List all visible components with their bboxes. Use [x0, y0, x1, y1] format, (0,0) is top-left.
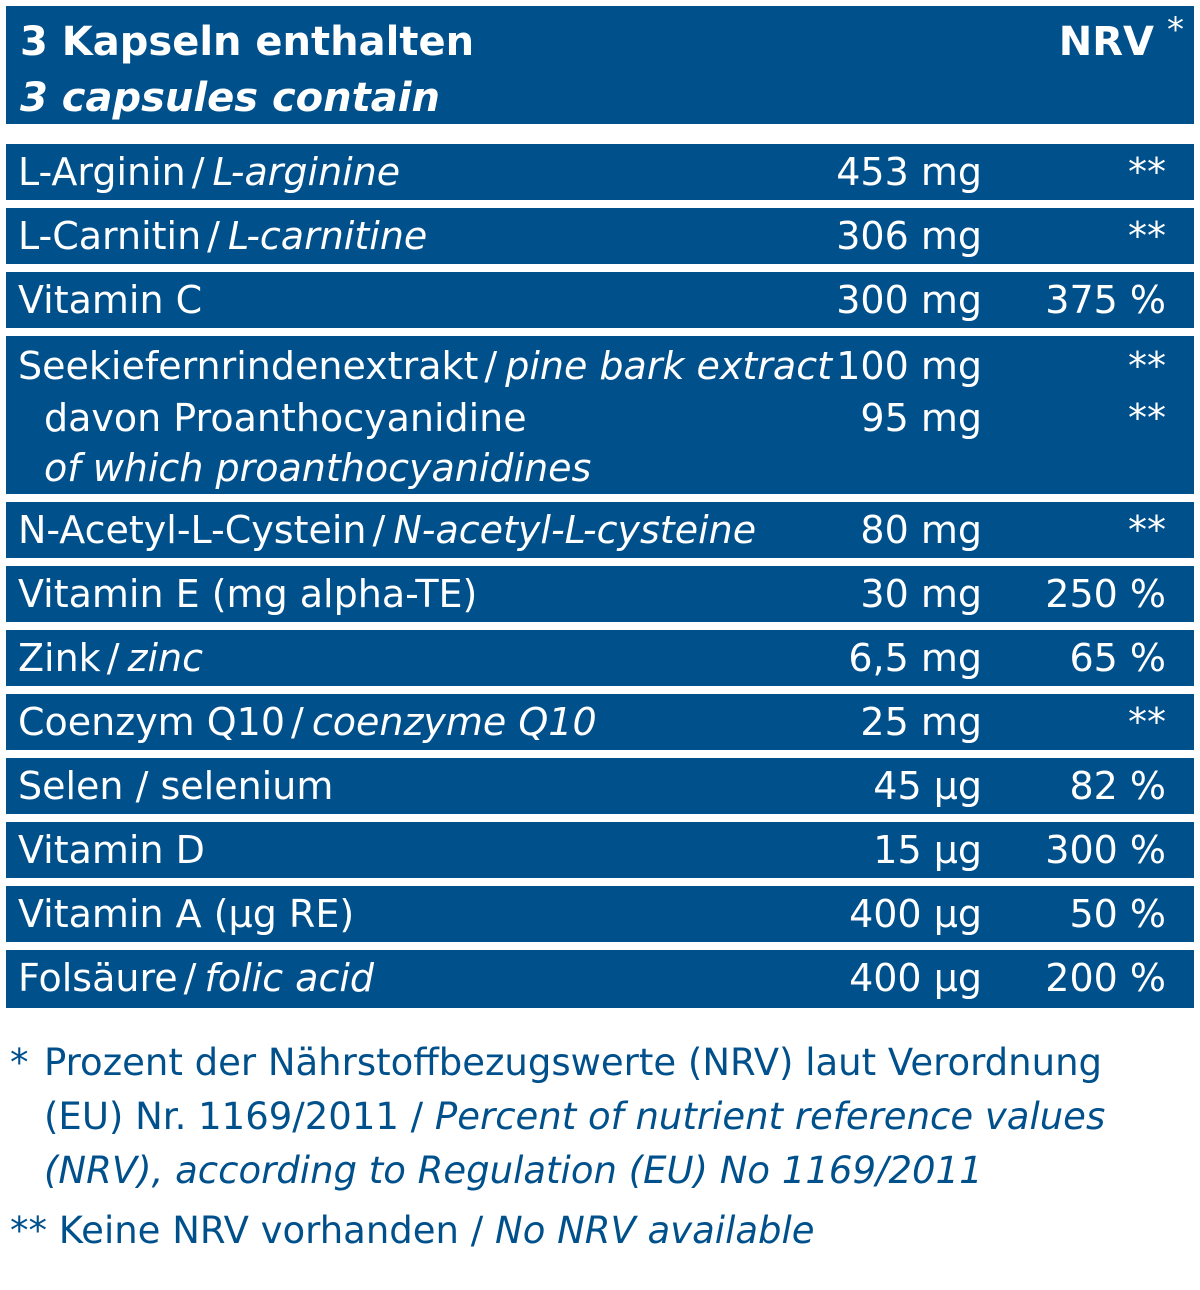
ingredient-name: Vitamin C [18, 274, 202, 326]
ingredient-name: N-Acetyl-L-Cystein / N-acetyl-L-cysteine [18, 504, 756, 556]
footnote-text-de: Prozent der Nährstoffbezugswerte (NRV) l… [44, 1041, 1103, 1138]
table-row: Selen / selenium 45 µg 82 % [6, 758, 1194, 814]
header-title-de: 3 Kapseln enthalten [20, 19, 475, 65]
ingredient-name: Folsäure / folic acid [18, 952, 374, 1004]
ingredient-amount: 80 mg [860, 508, 982, 552]
footnote-separator: / [410, 1095, 424, 1138]
footnote-mark: ** [10, 1209, 47, 1252]
ingredient-name-de: L-Arginin [18, 150, 186, 194]
ingredient-nrv: 375 % [1045, 278, 1166, 322]
ingredient-name-de: Seekiefernrindenextrakt [18, 344, 479, 388]
ingredient-nrv: ** [1128, 214, 1166, 258]
footnote-text-en: Percent of nutrient reference values (NR… [44, 1095, 1106, 1192]
ingredient-name: Selen / selenium [18, 760, 333, 812]
name-separator: / [207, 214, 220, 258]
ingredient-name-de: Vitamin C [18, 278, 203, 322]
header-title-en: 3 capsules contain [20, 75, 440, 121]
ingredient-nrv: 82 % [1069, 764, 1166, 808]
sub-ingredient-name-en: of which proanthocyanidines [44, 446, 592, 490]
ingredient-nrv: ** [1128, 150, 1166, 194]
ingredient-name-de: Selen / selenium [18, 764, 334, 808]
ingredient-name: L-Carnitin / L-carnitine [18, 210, 427, 262]
ingredient-name: Vitamin E (mg alpha-TE) [18, 568, 477, 620]
ingredient-name-en: L-arginine [212, 150, 401, 194]
footnote-mark: * [10, 1041, 29, 1084]
ingredient-nrv: 65 % [1069, 636, 1166, 680]
table-row: Vitamin D 15 µg 300 % [6, 822, 1194, 878]
ingredient-nrv: 300 % [1045, 828, 1166, 872]
ingredient-amount: 300 mg [836, 278, 982, 322]
table-row: Vitamin A (µg RE) 400 µg 50 % [6, 886, 1194, 942]
ingredient-amount: 306 mg [836, 214, 982, 258]
table-row: Seekiefernrindenextrakt / pine bark extrac… [6, 336, 1194, 494]
name-separator: / [484, 344, 498, 388]
ingredient-name-de: Folsäure [18, 956, 178, 1000]
footnote-text-en: No NRV available [495, 1209, 815, 1252]
footnote-no-nrv: ** Keine NRV vorhanden / No NRV availabl… [10, 1204, 1190, 1258]
name-separator: / [183, 956, 197, 1000]
ingredient-nrv: ** [1128, 508, 1166, 552]
name-separator: / [372, 508, 386, 552]
ingredient-amount: 453 mg [836, 150, 982, 194]
sub-ingredient-name-de: davon Proanthocyanidine [44, 396, 527, 440]
ingredient-name-de: Vitamin E (mg alpha-TE) [18, 572, 478, 616]
ingredient-name-de: Zink [18, 636, 101, 680]
table-row: N-Acetyl-L-Cystein / N-acetyl-L-cysteine 8… [6, 502, 1194, 558]
ingredient-nrv: 250 % [1045, 572, 1166, 616]
ingredient-name-de: Vitamin A (µg RE) [18, 892, 355, 936]
table-header: 3 Kapseln enthalten 3 capsules contain N… [6, 6, 1194, 124]
ingredient-name-de: N-Acetyl-L-Cystein [18, 508, 367, 552]
table-row: Folsäure / folic acid 400 µg 200 % [6, 950, 1194, 1008]
ingredient-name: L-Arginin / L-arginine [18, 146, 400, 198]
ingredient-name-en: pine bark extract [505, 344, 833, 388]
footnote-separator: / [470, 1209, 484, 1252]
ingredient-amount: 25 mg [860, 700, 982, 744]
sub-ingredient-amount: 95 mg [860, 396, 982, 440]
ingredient-amount: 30 mg [860, 572, 982, 616]
name-separator: / [291, 700, 304, 744]
ingredient-name: Seekiefernrindenextrakt / pine bark extrac… [18, 340, 832, 392]
table-row: L-Carnitin / L-carnitine 306 mg ** [6, 208, 1194, 264]
ingredient-name: Zink / zinc [18, 632, 203, 684]
name-separator: / [191, 150, 205, 194]
ingredient-name: Coenzym Q10/coenzyme Q10 [18, 696, 597, 748]
ingredient-name-en: L-carnitine [227, 214, 428, 258]
header-nrv-mark: * [1167, 10, 1184, 50]
ingredient-name-de: L-Carnitin [18, 214, 202, 258]
ingredient-name: Vitamin D [18, 824, 205, 876]
sub-ingredient-nrv: ** [1128, 396, 1166, 440]
header-nrv-label: NRV [1058, 19, 1154, 65]
ingredient-amount: 6,5 mg [848, 636, 982, 680]
ingredient-nrv: 50 % [1069, 892, 1166, 936]
footnote-text-de: Keine NRV vorhanden [58, 1209, 460, 1252]
ingredient-nrv: 200 % [1045, 956, 1166, 1000]
ingredient-name: Vitamin A (µg RE) [18, 888, 354, 940]
ingredient-nrv: ** [1128, 700, 1166, 744]
table-row: Coenzym Q10/coenzyme Q10 25 mg ** [6, 694, 1194, 750]
ingredient-name-de: Coenzym Q10 [18, 700, 286, 744]
footnote-nrv-definition: * Prozent der Nährstoffbezugswerte (NRV)… [10, 1036, 1190, 1198]
footnotes: * Prozent der Nährstoffbezugswerte (NRV)… [10, 1036, 1190, 1258]
ingredient-nrv: ** [1128, 344, 1166, 388]
ingredient-name-en: N-acetyl-L-cysteine [393, 508, 757, 552]
table-row: Vitamin E (mg alpha-TE) 30 mg 250 % [6, 566, 1194, 622]
name-separator: / [106, 636, 120, 680]
ingredient-amount: 400 µg [849, 892, 982, 936]
ingredient-name-en: folic acid [204, 956, 375, 1000]
ingredient-name-en: zinc [127, 636, 203, 680]
ingredient-amount: 45 µg [873, 764, 982, 808]
ingredient-name-en: coenzyme Q10 [311, 700, 597, 744]
ingredient-amount: 400 µg [849, 956, 982, 1000]
ingredient-amount: 100 mg [836, 344, 982, 388]
ingredient-name-de: Vitamin D [18, 828, 205, 872]
table-row: Vitamin C 300 mg 375 % [6, 272, 1194, 328]
ingredient-amount: 15 µg [873, 828, 982, 872]
table-row: Zink / zinc 6,5 mg 65 % [6, 630, 1194, 686]
table-row: L-Arginin / L-arginine 453 mg ** [6, 144, 1194, 200]
